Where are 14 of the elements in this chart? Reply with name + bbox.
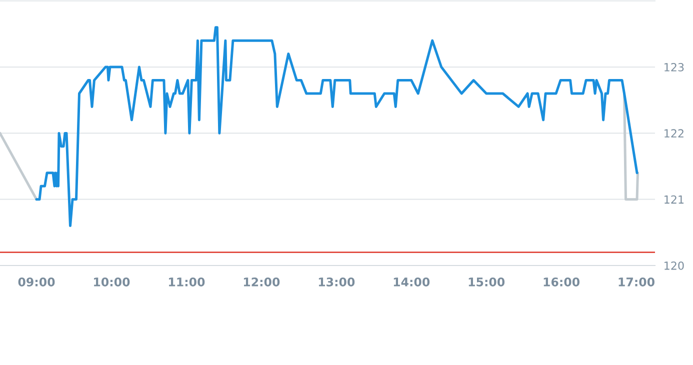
line-series: [35, 26, 638, 228]
y-tick-label: 123: [664, 63, 684, 72]
y-tick-label: 120: [664, 261, 684, 270]
y-tick-label: 121: [664, 195, 684, 204]
x-tick-label: 16:00: [544, 278, 580, 286]
x-tick-label: 12:00: [244, 278, 280, 286]
x-tick-label: 13:00: [318, 278, 355, 286]
x-tick-label: 15:00: [468, 278, 505, 286]
x-tick-label: 17:00: [618, 278, 654, 286]
x-tick-label: 14:00: [394, 278, 430, 286]
y-tick-label: 122: [664, 129, 684, 138]
x-tick-label: 11:00: [168, 278, 205, 286]
x-tick-label: 10:00: [94, 278, 130, 286]
x-tick-label: 09:00: [18, 278, 55, 286]
